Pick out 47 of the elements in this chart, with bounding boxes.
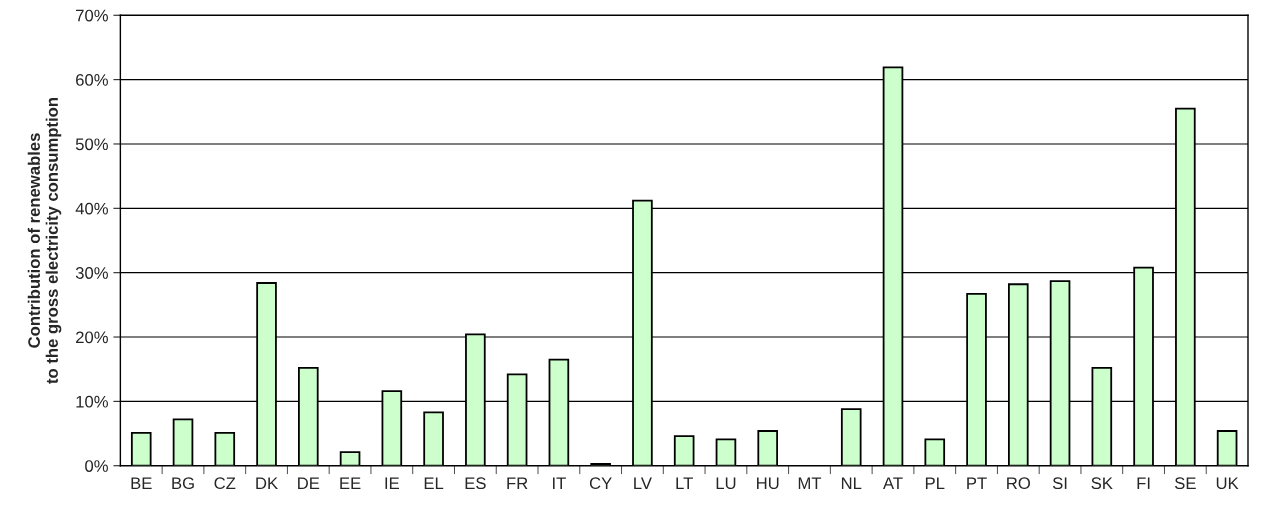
bar [840,408,862,466]
x-tick-label: NL [841,477,862,489]
y-tick-label: 50% [75,138,108,151]
bar [172,418,194,466]
x-tick-label: SE [1174,477,1196,490]
bar [757,430,779,466]
x-tick-label: AT [883,477,903,489]
y-tick-label: 20% [76,331,108,344]
bar [214,432,236,466]
x-tick-label: IT [553,477,566,489]
x-tick-label: CY [589,477,612,490]
y-tick-label: 40% [75,202,108,215]
x-tick-label: BG [172,477,194,490]
x-tick-label: SK [1091,477,1113,490]
x-tick-label: LT [676,477,693,489]
x-tick-label: HU [757,477,779,490]
x-tick-label: DE [298,477,320,489]
y-tick-label: 70% [76,9,108,22]
x-tick-label: ES [465,477,486,490]
bar [1216,430,1238,466]
bar [423,411,444,466]
x-tick-label: PT [967,477,987,489]
bar [339,451,361,466]
x-tick-label: IE [385,477,399,489]
bar [673,435,695,466]
x-tick-label: LV [634,477,652,489]
y-tick-label: 30% [75,267,108,279]
x-tick-label: EL [424,477,444,489]
y-tick-label: 0% [85,460,108,472]
x-tick-label: FR [507,477,528,489]
x-tick-label: BE [131,477,152,489]
bar [715,438,737,466]
y-tick-label: 10% [76,395,108,408]
x-tick-label: RO [1007,477,1030,490]
x-tick-label: CZ [214,477,236,490]
y-tick-label: 60% [76,74,108,86]
bar [924,438,946,466]
bar [130,432,152,466]
x-tick-label: LU [716,477,736,490]
x-tick-label: DK [256,477,278,489]
x-tick-label: PL [925,477,945,489]
x-tick-label: MT [798,477,822,489]
y-axis-title: Contribution of renewables to the gross electricity consumption [27,97,62,384]
x-tick-label: UK [1216,477,1239,490]
x-tick-label: FI [1137,477,1150,489]
x-tick-label: EE [340,477,361,489]
x-tick-label: SI [1052,477,1067,490]
